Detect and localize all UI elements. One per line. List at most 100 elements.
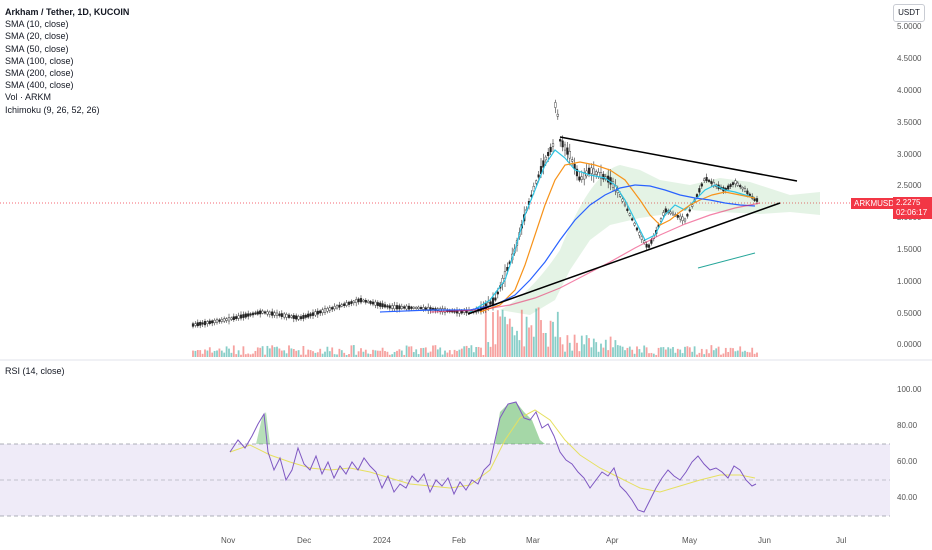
candle-body [261,310,264,314]
rsi-axis[interactable]: 100.00 80.00 60.00 40.00 [897,385,922,502]
volume-bar [664,349,667,357]
volume-bar [736,350,739,357]
volume-bar [621,346,624,357]
volume-bar [489,346,492,357]
lower-trendline[interactable] [467,202,781,315]
volume-bar [417,354,420,357]
volume-bar [331,347,334,357]
volume-bar [314,352,317,357]
candle-body [225,318,228,321]
volume-bar [631,349,634,357]
candle-body [299,316,303,320]
indicator-ichimoku[interactable]: Ichimoku (9, 26, 52, 26) [5,104,100,115]
indicator-sma400[interactable]: SMA (400, close) [5,80,74,91]
candle-body [698,188,701,193]
volume-bar [446,352,449,357]
price-tick: 4.5000 [897,54,922,63]
volume-bar [549,320,552,357]
candle-body [201,322,204,325]
volume-bar [674,352,677,357]
candle-body [391,305,394,309]
indicator-sma10[interactable]: SMA (10, close) [5,19,69,30]
volume-bar [480,347,482,357]
volume-bar [453,349,456,357]
volume-bar [216,350,218,357]
indicator-volume[interactable]: Vol · ARKM [5,92,52,103]
candle-body [748,193,751,196]
volume-bar [436,349,439,357]
volume-bar [679,349,682,357]
volume-bar [458,349,461,357]
candle-body [491,297,495,306]
candle-body [367,300,370,303]
volume-bar [319,348,322,357]
candle-body [357,298,360,303]
candle-body [331,307,334,310]
volume-bar [391,354,394,357]
candle-body [422,307,425,310]
volume-bar [266,345,269,357]
candle-body [688,209,691,212]
candle-body [376,302,379,307]
upper-trendline[interactable] [559,136,798,182]
volume-bar [424,347,427,357]
rsi-title[interactable]: RSI (14, close) [5,366,65,376]
volume-bar [703,354,706,357]
candle-body [398,305,401,310]
ichimoku-cloud [500,165,820,315]
volume-bar [343,352,346,357]
candle-body [259,310,262,315]
indicator-sma100[interactable]: SMA (100, close) [5,55,74,66]
current-price-box: 2.2275 02:06:17 [893,197,932,219]
indicator-sma50[interactable]: SMA (50, close) [5,43,69,54]
volume-bar [528,327,530,357]
candle-body [669,211,672,214]
candle-body [196,322,199,327]
rsi-overbought-fill [256,412,270,444]
volume-bar [434,345,437,357]
volume-bar [712,350,715,357]
candle-body [691,204,694,207]
candle-body [263,311,267,314]
volume-bar [667,347,670,357]
volume-bar [393,351,396,357]
volume-bar [662,347,665,357]
volume-bar [465,345,468,357]
volume-bar [722,353,725,357]
volume-bar [232,345,235,357]
volume-bar [708,353,710,357]
candle-body [350,301,353,304]
candle-body [547,152,550,156]
price-axis[interactable]: 5.0000 4.5000 4.0000 3.5000 3.0000 2.500… [897,22,922,349]
candle-body [340,304,343,307]
volume-bar [693,346,696,357]
candle-body [395,305,399,310]
volume-bar [367,353,370,357]
rsi-tick: 100.00 [897,385,922,394]
volume-bar [333,354,336,357]
volume-bar [696,354,698,357]
price-tick: 2.5000 [897,181,922,190]
volume-bar [746,351,749,357]
green-trendline[interactable] [697,252,756,269]
indicator-sma20[interactable]: SMA (20, close) [5,31,69,42]
rsi-tick: 40.00 [897,493,918,502]
indicator-sma200[interactable]: SMA (200, close) [5,68,74,79]
candle-body [729,184,732,187]
symbol-title[interactable]: Arkham / Tether, 1D, KUCOIN [5,7,130,17]
volume-bar [384,351,386,357]
volume-bar [237,350,240,357]
candle-body [280,313,283,317]
candle-body [268,311,271,315]
volume-bar [271,345,274,357]
candle-body [566,147,569,155]
candle-body [242,314,245,318]
candle-body [374,301,377,306]
currency-button[interactable]: USDT [893,4,925,22]
time-axis[interactable]: Nov Dec 2024 Feb Mar Apr May Jun Jul [221,536,846,545]
candle-body [736,182,739,186]
volume-bar [192,350,194,357]
candle-body [683,218,687,222]
candle-body [559,139,562,142]
